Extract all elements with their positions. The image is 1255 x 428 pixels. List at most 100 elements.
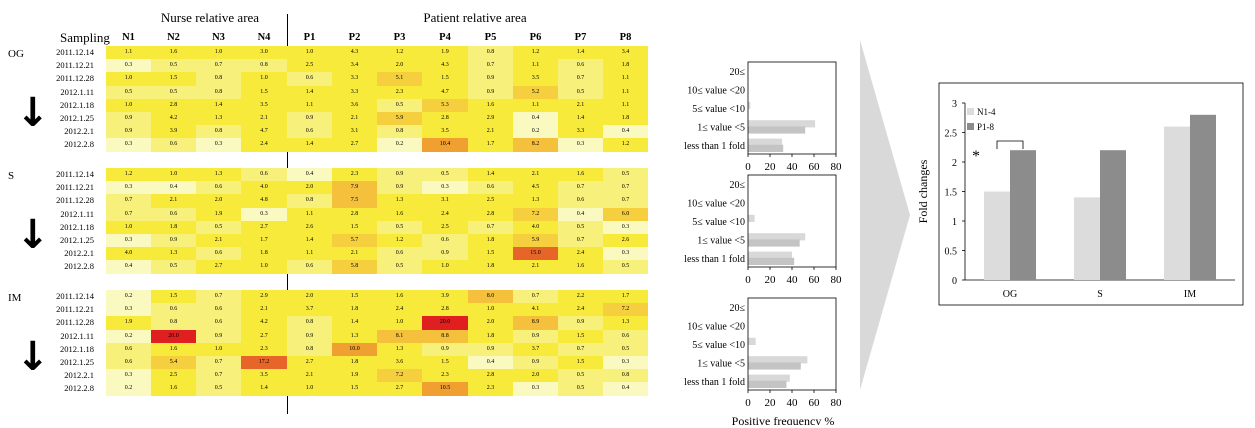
frequency-bar [748, 356, 808, 364]
heatmap-cell: 1.1 [287, 247, 332, 261]
heatmap-cell: 0.9 [468, 342, 513, 357]
heatmap-cell: 7.5 [332, 194, 377, 208]
sampling-date: 2011.12.21 [56, 304, 94, 315]
heatmap-cell: 4.2 [241, 316, 287, 330]
heatmap-cell: 0.5 [558, 220, 603, 235]
heatmap-cell: 1.4 [196, 98, 241, 113]
heatmap-cell: 1.2 [106, 168, 151, 182]
heatmap-cell: 1.8 [468, 260, 513, 274]
sampling-date: 2012.1.25 [60, 357, 94, 367]
heatmap-cell: 0.6 [558, 59, 603, 73]
nurse-area-label: Nurse relative area [160, 10, 260, 25]
heatmap-cell: 1.2 [377, 234, 422, 248]
frequency-bar [748, 126, 806, 134]
column-header-p2: P2 [348, 32, 361, 43]
heatmap-cell: 0.9 [377, 181, 422, 195]
frequency-bar [748, 138, 783, 146]
heatmap-cell: 0.6 [196, 181, 241, 195]
heatmap-cell: 0.7 [196, 59, 241, 73]
heatmap-cell: 1.5 [332, 290, 377, 304]
sampling-date: 2012.2.8 [64, 383, 94, 394]
heatmap-cell: 2.0 [287, 181, 332, 195]
x-tick-label: 80 [831, 397, 843, 409]
sampling-date: 2012.2.8 [64, 261, 94, 272]
y-tick-label: 1 [952, 217, 957, 228]
heatmap-cell: 2.9 [468, 112, 513, 126]
heatmap-cell: 1.5 [468, 247, 513, 261]
heatmap-cell: 1.7 [241, 234, 287, 248]
heatmap-cell: 1.6 [558, 260, 603, 274]
heatmap-cell: 0.8 [196, 125, 241, 139]
category-label: 20≤ [730, 180, 746, 191]
heatmap-cell: 1.8 [151, 220, 196, 235]
heatmap-cell: 2.1 [241, 303, 287, 317]
heatmap-cell: 0.4 [287, 168, 332, 182]
heatmap-cell: 1.6 [558, 168, 603, 182]
heatmap-cell: 2.0 [196, 194, 241, 208]
heatmap-cell: 2.8 [468, 207, 513, 222]
heatmap-cell: 0.6 [196, 303, 241, 317]
heatmap-cell: 0.7 [106, 194, 151, 208]
heatmap-cell: 3.5 [422, 125, 468, 139]
transition-arrow [860, 40, 910, 390]
heatmap-cell: 2.7 [241, 220, 287, 235]
heatmap-cell: 1.0 [241, 260, 287, 274]
sampling-date: 2012.2.8 [64, 139, 94, 150]
heatmap-cell: 4.0 [241, 181, 287, 195]
sampling-label: Sampling [60, 30, 110, 45]
heatmap-cell: 1.6 [377, 290, 422, 304]
heatmap-cell: 3.3 [558, 125, 603, 139]
heatmap-cell: 2.3 [468, 382, 513, 396]
heatmap-cell: 5.3 [422, 98, 468, 113]
heatmap-cell: 2.7 [377, 382, 422, 396]
fold-bar [1190, 114, 1216, 280]
heatmap-cell: 1.5 [558, 356, 603, 370]
heatmap-cell: 0.9 [468, 72, 513, 86]
heatmap-cell: 0.9 [196, 329, 241, 344]
heatmap-cell: 1.5 [151, 72, 196, 86]
heatmap-cell: 0.9 [106, 125, 151, 139]
heatmap-cell: 4.2 [151, 112, 196, 126]
heatmap-cell: 0.7 [558, 72, 603, 86]
heatmap-cell: 0.7 [468, 59, 513, 73]
fold-change-chart: 0 0.5 1 1.5 2 2.5 3 Fold changes OG S IM N1-4 P1-8 * [916, 82, 1244, 306]
legend-swatch [967, 123, 974, 130]
heatmap-cell: 2.1 [513, 260, 558, 274]
category-label: 1≤ value <5 [697, 122, 745, 133]
heatmap-cell: 0.8 [287, 316, 332, 330]
heatmap-cell: 3.3 [332, 85, 377, 100]
heatmap-cell: 1.0 [377, 316, 422, 330]
heatmap-cell: 0.9 [287, 112, 332, 126]
heatmap-cell: 1.4 [241, 382, 287, 396]
heatmap-cell: 0.3 [196, 138, 241, 152]
heatmap-cell: 0.9 [513, 329, 558, 344]
down-arrow-icon: ↓ [16, 334, 50, 380]
heatmap-cell: 4.8 [241, 194, 287, 208]
frequency-bar [748, 120, 816, 128]
heatmap-cell: 0.2 [106, 329, 151, 344]
heatmap-cell: 1.4 [468, 168, 513, 182]
fold-bar [1164, 126, 1190, 280]
heatmap-cell: 1.8 [603, 112, 648, 126]
column-header-p5: P5 [484, 32, 497, 43]
heatmap-cell: 0.5 [422, 168, 468, 182]
heatmap-cell: 2.4 [422, 207, 468, 222]
heatmap-cell: 0.6 [422, 234, 468, 248]
heatmap-cell: 1.9 [332, 369, 377, 383]
heatmap-cell: 3.6 [332, 98, 377, 113]
heatmap-cell: 2.8 [151, 98, 196, 113]
heatmap-cell: 0.7 [558, 181, 603, 195]
heatmap-cell: 3.0 [241, 46, 287, 60]
heatmap-cell: 1.1 [603, 72, 648, 86]
category-label: IM [1184, 289, 1196, 300]
x-tick-label: 20 [765, 397, 777, 409]
heatmap-cell: 0.9 [151, 234, 196, 248]
heatmap-cell: 10.4 [422, 138, 468, 152]
heatmap-cell: 0.6 [558, 194, 603, 208]
heatmap-cell: 1.5 [422, 356, 468, 370]
heatmap-cell: 0.5 [377, 220, 422, 235]
frequency-bar [748, 337, 756, 345]
heatmap-cell: 1.1 [287, 207, 332, 222]
frequency-bar [748, 362, 801, 370]
frequency-bar [748, 251, 792, 259]
